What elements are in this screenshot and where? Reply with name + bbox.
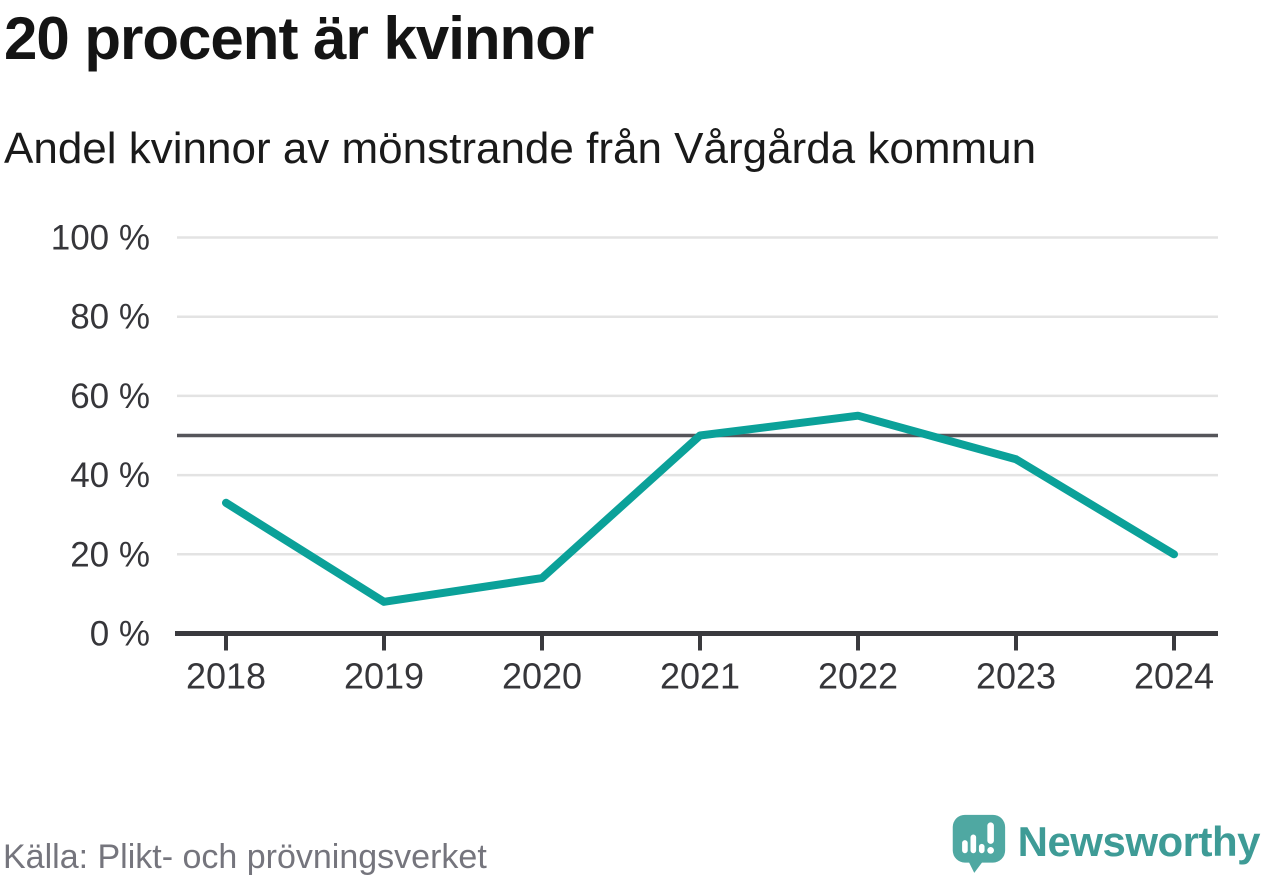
- line-chart-canvas: 0 % 20 % 40 % 60 % 80 % 100 % 2018 2019 2020 2021…: [51, 219, 1218, 697]
- exclamation-bar-glyph: [986, 822, 994, 844]
- source-note: Källa: Plikt- och prövningsverket: [3, 838, 487, 876]
- x-tick-label: 2019: [344, 656, 424, 697]
- x-tick-label: 2021: [660, 656, 740, 697]
- line-chart: 0 % 20 % 40 % 60 % 80 % 100 % 2018 2019 2020 2021…: [0, 210, 1262, 710]
- x-tick-label: 2018: [186, 656, 266, 697]
- exclamation-dot-glyph: [986, 847, 994, 854]
- y-tick-label: 20 %: [70, 535, 150, 574]
- x-tick-label: 2022: [818, 656, 898, 697]
- newsworthy-wordmark: Newsworthy: [1017, 818, 1261, 865]
- y-tick-label: 40 %: [70, 456, 150, 495]
- newsworthy-logo-icon: [952, 814, 1005, 873]
- x-tick-label: 2023: [976, 656, 1056, 697]
- speech-bubble-shape: [952, 814, 1005, 863]
- y-tick-label: 80 %: [70, 298, 150, 337]
- bar-glyph-2: [970, 834, 976, 854]
- x-tick-label: 2020: [502, 656, 582, 697]
- page-title: 20 procent är kvinnor: [4, 5, 594, 72]
- x-tick-label: 2024: [1134, 656, 1214, 697]
- page-subtitle: Andel kvinnor av mönstrande från Vårgård…: [4, 124, 1037, 173]
- y-tick-label: 60 %: [70, 377, 150, 416]
- bar-glyph-1: [961, 840, 968, 854]
- data-line-andel-kvinnor: [222, 411, 1178, 606]
- y-tick-label: 100 %: [51, 219, 150, 258]
- speech-bubble-tail: [966, 857, 986, 873]
- y-tick-label: 0 %: [90, 615, 150, 654]
- newsworthy-logo: Newsworthy: [949, 806, 1261, 878]
- bar-glyph-3: [978, 843, 985, 854]
